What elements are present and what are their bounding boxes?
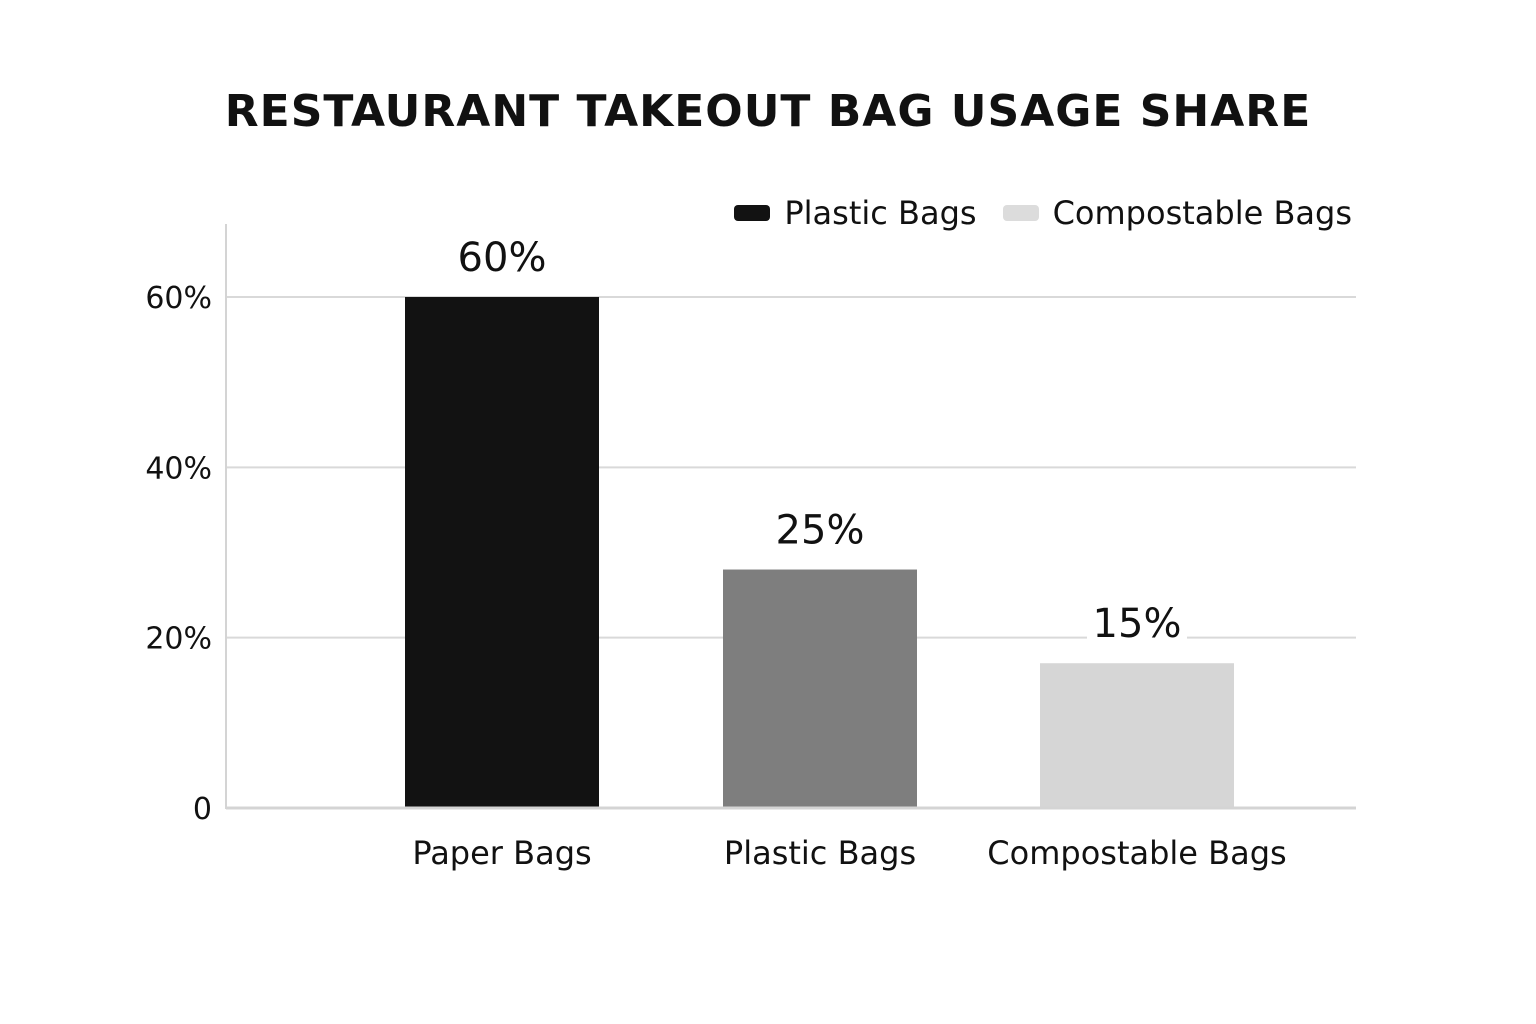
legend-label-plastic-bags: Plastic Bags [784,194,977,232]
y-tick-label: 40% [145,451,212,486]
y-tick-label: 0 [193,792,212,827]
bar-compostable-bags [1040,663,1234,808]
x-tick-label: Compostable Bags [987,834,1286,872]
data-label: 15% [1093,601,1182,647]
x-tick-label: Plastic Bags [724,834,916,872]
data-label: 60% [458,235,547,281]
bar-plastic-bags [723,569,917,808]
legend-swatch-plastic-bags [734,205,771,221]
chart-title: RESTAURANT TAKEOUT BAG USAGE SHARE [224,86,1312,137]
legend-item-plastic-bags: Plastic Bags [734,194,977,232]
legend: Plastic Bags Compostable Bags [734,194,1352,232]
y-tick-label: 20% [145,622,212,657]
legend-item-compostable-bags: Compostable Bags [1002,194,1352,232]
legend-label-compostable-bags: Compostable Bags [1052,194,1352,232]
legend-swatch-compostable-bags [1002,205,1039,221]
data-label-backing [770,505,870,554]
data-label: 25% [776,508,865,554]
y-tick-label: 60% [145,281,212,316]
bar-paper-bags [405,297,599,808]
data-label-backing [1087,599,1187,648]
x-tick-label: Paper Bags [412,834,591,872]
data-label-backing [452,233,552,281]
